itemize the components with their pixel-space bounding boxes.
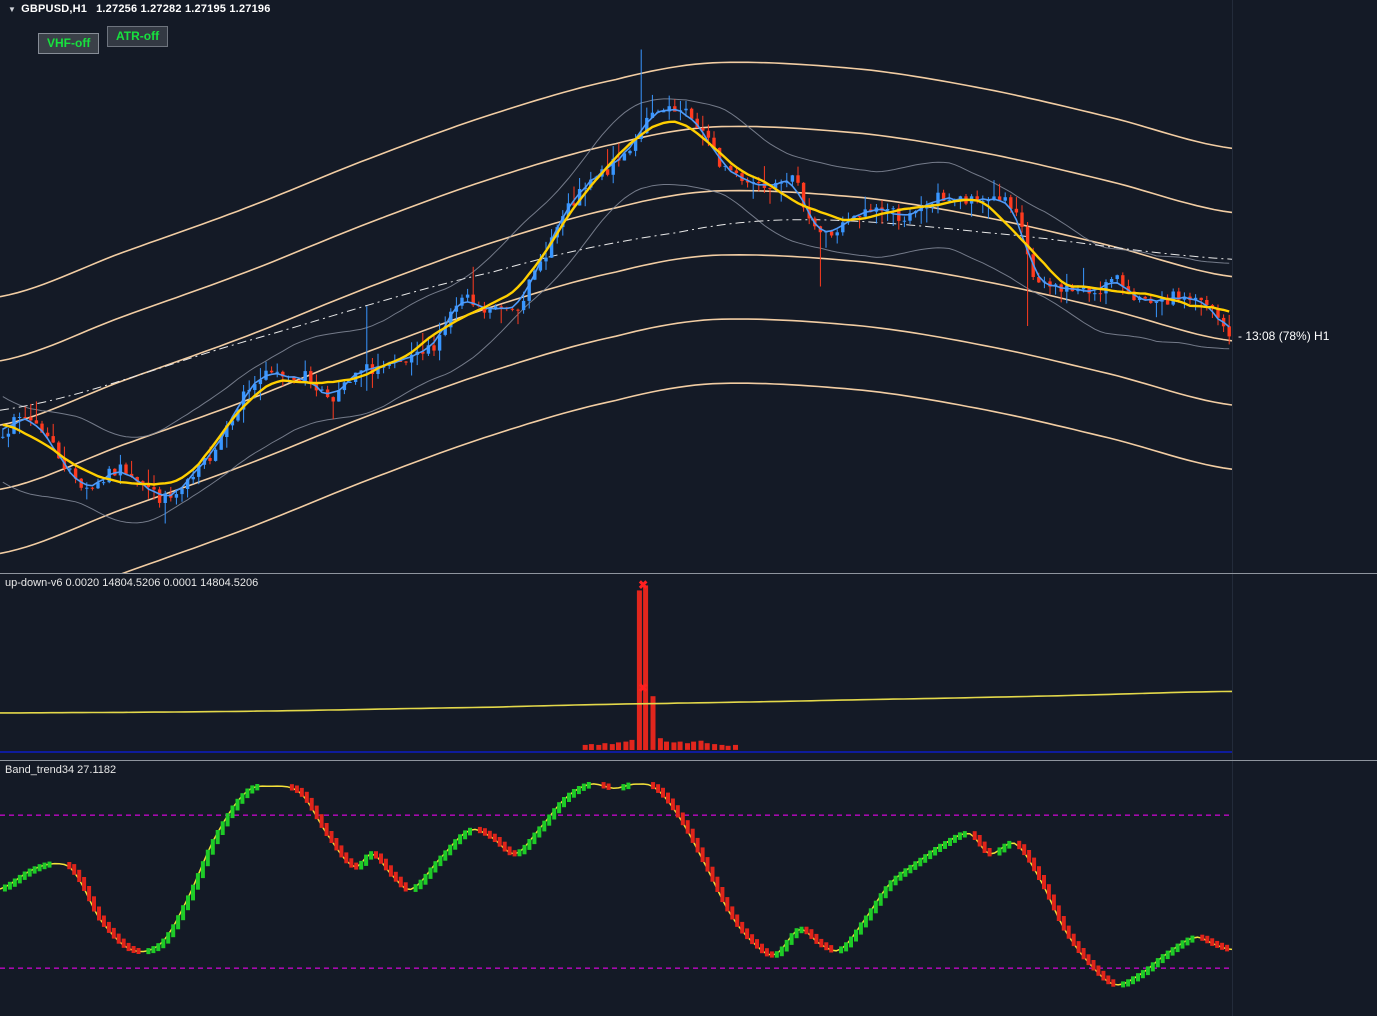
panel-separator[interactable] — [0, 573, 1377, 574]
updown-indicator-panel: ✖ ✖ up-down-v6 0.0020 14804.5206 0.0001 1… — [0, 574, 1377, 760]
vhf-toggle-button[interactable]: VHF-off — [38, 33, 100, 54]
atr-toggle-button[interactable]: ATR-off — [107, 26, 169, 47]
updown-indicator-chart[interactable]: ✖✖ — [0, 574, 1232, 760]
updown-indicator-label: up-down-v6 0.0020 14804.5206 0.0001 1480… — [5, 577, 259, 589]
bandtrend-indicator-panel: Band_trend34 27.1182 — [0, 761, 1377, 1016]
symbol-dropdown-icon: ▼ — [8, 5, 17, 14]
candle-countdown-tag: - 13:08 (78%) H1 — [1238, 329, 1330, 343]
ohlc-values: 1.27256 1.27282 1.27195 1.27196 — [96, 3, 271, 15]
panel-separator[interactable] — [0, 760, 1377, 761]
bandtrend-indicator-label: Band_trend34 27.1182 — [5, 764, 117, 776]
svg-text:✖: ✖ — [638, 681, 648, 695]
main-chart-panel: ▼ GBPUSD,H1 1.27256 1.27282 1.27195 1.2719… — [0, 0, 1330, 573]
bandtrend-indicator-chart[interactable] — [0, 761, 1232, 1016]
symbol-name: GBPUSD,H1 — [21, 3, 88, 15]
main-price-chart[interactable] — [0, 0, 1232, 573]
chart-title: ▼ GBPUSD,H1 1.27256 1.27282 1.27195 1.2719… — [8, 3, 271, 15]
svg-text:✖: ✖ — [638, 578, 648, 592]
